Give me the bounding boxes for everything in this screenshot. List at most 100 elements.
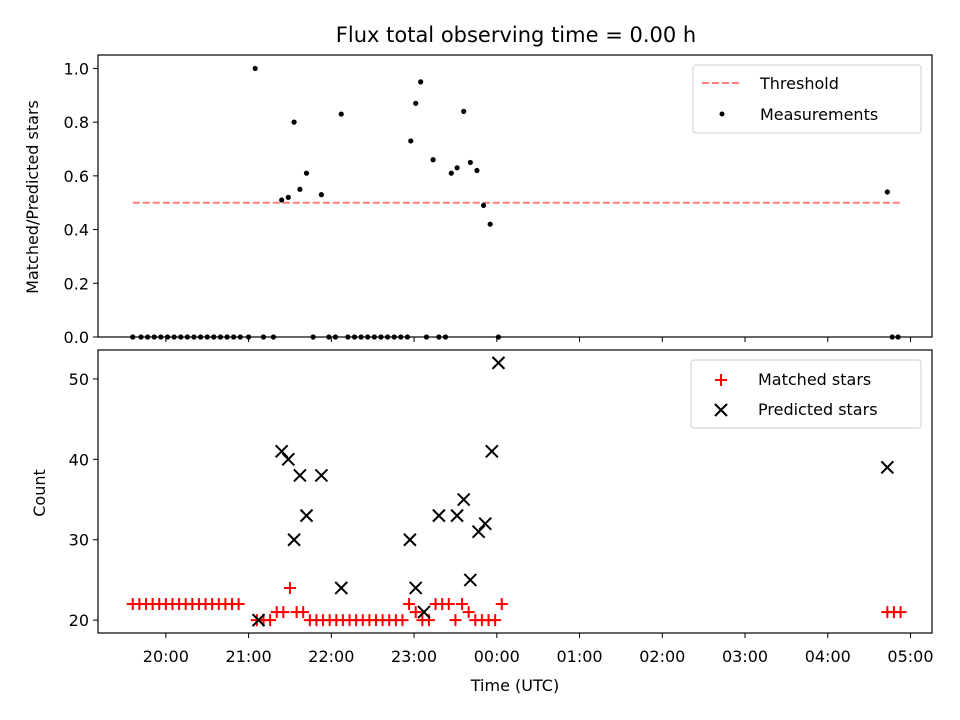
matched-star-point bbox=[409, 606, 422, 619]
legend-predicted-label: Predicted stars bbox=[758, 400, 878, 419]
measurement-point bbox=[487, 221, 493, 227]
bottom-y-tick-label: 50 bbox=[69, 370, 89, 389]
matched-star-point bbox=[403, 598, 416, 611]
measurement-point bbox=[338, 111, 344, 117]
top-y-tick-label: 0.6 bbox=[64, 167, 89, 186]
bottom-y-tick-label: 40 bbox=[69, 450, 89, 469]
top-legend-box bbox=[692, 64, 922, 134]
legend-predicted-swatch bbox=[714, 403, 728, 417]
bottom-x-tick-label: 21:00 bbox=[226, 647, 272, 666]
matched-star-point bbox=[277, 606, 290, 619]
matched-star-point bbox=[396, 614, 409, 627]
predicted-star-point bbox=[293, 468, 307, 483]
measurement-point bbox=[461, 108, 467, 114]
predicted-star-point bbox=[880, 460, 895, 475]
predicted-star-point bbox=[456, 492, 471, 507]
matched-star-point bbox=[283, 581, 296, 594]
measurement-point bbox=[297, 186, 303, 192]
top-y-axis-label: Matched/Predicted stars bbox=[23, 100, 42, 294]
bottom-x-axis-label: Time (UTC) bbox=[470, 676, 559, 695]
matched-star-point bbox=[297, 606, 310, 619]
bottom-x-tick-label: 01:00 bbox=[556, 647, 602, 666]
matched-star-point bbox=[462, 606, 475, 619]
bottom-x-tick-label: 23:00 bbox=[391, 647, 437, 666]
bottom-x-tick-label: 03:00 bbox=[722, 647, 768, 666]
bottom-legend: Matched stars Predicted stars bbox=[690, 359, 922, 429]
predicted-star-point bbox=[409, 581, 423, 595]
top-x-axis bbox=[165, 337, 911, 342]
measurement-point bbox=[418, 79, 424, 85]
bottom-x-tick-label: 02:00 bbox=[639, 647, 685, 666]
top-panel: Flux total observing time = 0.00 h 0.00.… bbox=[23, 23, 933, 347]
matched-star-point bbox=[489, 614, 502, 627]
measurement-point bbox=[480, 202, 487, 208]
predicted-star-point bbox=[450, 508, 464, 523]
bottom-x-axis: 20:00 21:00 22:00 23:00 00:00 01:00 02:00 03:00… bbox=[143, 633, 934, 666]
legend-matched-label: Matched stars bbox=[758, 370, 871, 389]
bottom-x-tick-label: 04:00 bbox=[805, 647, 851, 666]
top-y-tick-label: 0.8 bbox=[64, 113, 89, 132]
predicted-star-point bbox=[287, 533, 301, 547]
top-y-axis: 0.0 0.2 0.4 0.6 0.8 1.0 bbox=[64, 59, 98, 347]
bottom-y-axis: 20 30 40 50 bbox=[69, 370, 98, 630]
bottom-panel: 20 30 40 50 20:00 21:00 22:00 23:00 00:00 01:00 0… bbox=[30, 349, 934, 695]
predicted-star-point bbox=[281, 452, 296, 467]
measurement-point bbox=[467, 159, 473, 166]
bottom-x-tick-label: 00:00 bbox=[474, 647, 520, 666]
measurement-point bbox=[448, 170, 454, 176]
predicted-star-point bbox=[471, 524, 486, 539]
predicted-star-point bbox=[432, 508, 446, 523]
measurement-point bbox=[279, 197, 285, 203]
matched-star-point bbox=[449, 614, 462, 627]
measurement-point bbox=[318, 192, 324, 198]
bottom-plot-area bbox=[126, 356, 907, 627]
predicted-star-point bbox=[491, 356, 506, 370]
top-legend: Threshold Measurements bbox=[692, 64, 922, 134]
bottom-x-tick-label: 20:00 bbox=[143, 647, 189, 666]
legend-measurements-swatch bbox=[719, 111, 725, 117]
predicted-star-point bbox=[485, 444, 499, 459]
measurement-point bbox=[474, 167, 480, 174]
measurement-point bbox=[884, 189, 890, 195]
predicted-star-point bbox=[299, 508, 314, 523]
bottom-y-axis-label: Count bbox=[30, 469, 49, 517]
top-y-tick-label: 0.0 bbox=[64, 328, 89, 347]
predicted-star-point bbox=[417, 605, 431, 619]
matched-star-point bbox=[442, 598, 455, 611]
top-y-tick-label: 1.0 bbox=[64, 59, 89, 78]
bottom-x-tick-label: 05:00 bbox=[887, 647, 933, 666]
top-y-tick-label: 0.2 bbox=[64, 274, 89, 293]
chart-title: Flux total observing time = 0.00 h bbox=[336, 23, 696, 47]
measurement-point bbox=[454, 165, 460, 171]
bottom-axes-frame bbox=[97, 349, 933, 634]
bottom-y-tick-label: 20 bbox=[69, 611, 89, 630]
predicted-star-point bbox=[334, 581, 348, 595]
predicted-star-point bbox=[314, 468, 329, 483]
measurement-point bbox=[303, 170, 310, 176]
legend-matched-swatch bbox=[715, 374, 727, 386]
predicted-star-point bbox=[251, 613, 266, 627]
matched-star-point bbox=[264, 614, 277, 627]
measurement-point bbox=[285, 194, 291, 200]
matched-star-point bbox=[232, 598, 245, 611]
measurement-point bbox=[413, 100, 419, 106]
matched-star-point bbox=[495, 598, 508, 611]
predicted-star-point bbox=[403, 533, 417, 547]
legend-threshold-label: Threshold bbox=[759, 74, 839, 93]
bottom-legend-box bbox=[690, 359, 922, 429]
bottom-x-tick-label: 22:00 bbox=[308, 647, 354, 666]
predicted-star-point bbox=[478, 516, 492, 531]
measurement-point bbox=[430, 157, 436, 163]
top-y-tick-label: 0.4 bbox=[64, 221, 89, 240]
measurement-point bbox=[252, 65, 258, 72]
bottom-y-tick-label: 30 bbox=[69, 531, 89, 550]
legend-measurements-label: Measurements bbox=[760, 105, 878, 124]
predicted-star-point bbox=[274, 444, 289, 459]
measurement-point bbox=[291, 119, 297, 125]
predicted-star-point bbox=[463, 573, 478, 587]
matched-star-point bbox=[894, 606, 907, 619]
measurement-point bbox=[408, 138, 414, 144]
matched-star-point bbox=[456, 598, 469, 611]
top-axes-frame bbox=[97, 54, 933, 338]
